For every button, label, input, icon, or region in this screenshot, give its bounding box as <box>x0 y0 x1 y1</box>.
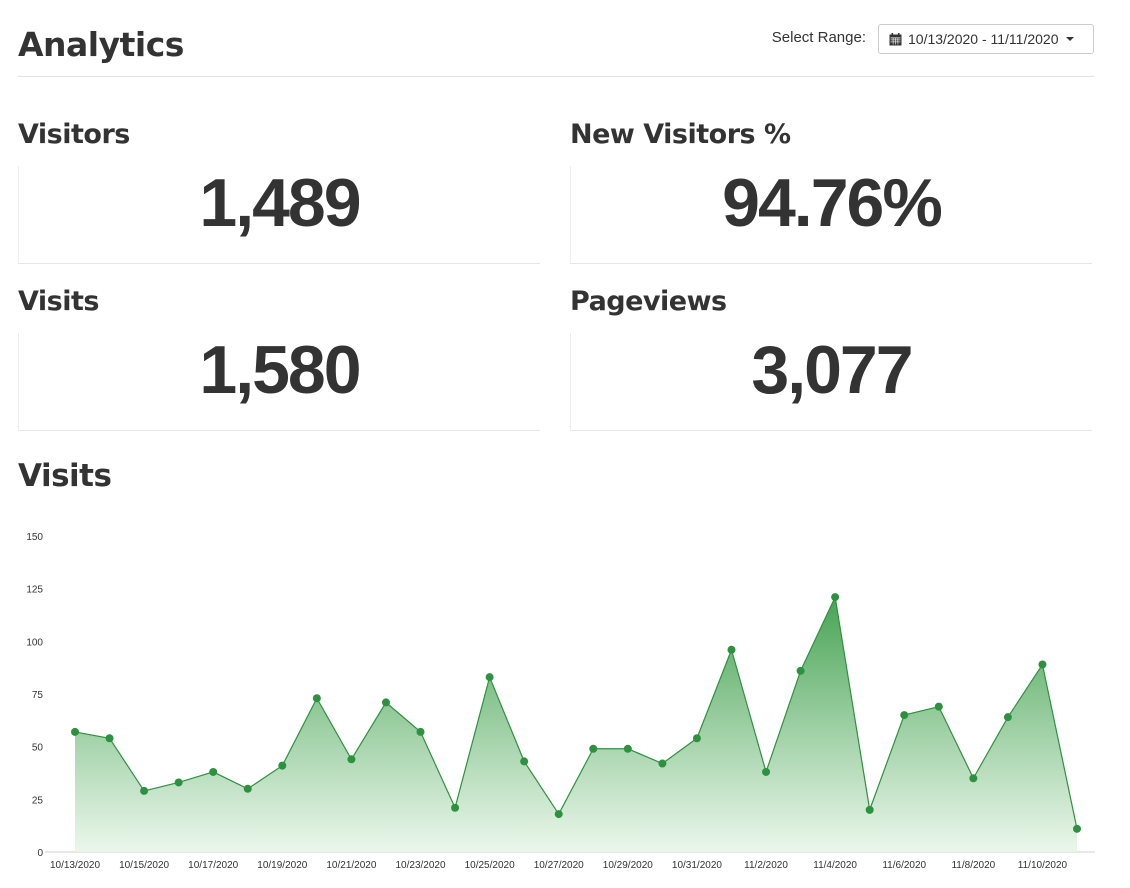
page-title: Analytics <box>18 25 184 64</box>
data-point[interactable] <box>485 673 494 682</box>
y-tick-label: 25 <box>32 795 44 806</box>
x-tick-label: 10/21/2020 <box>326 860 376 871</box>
visits-line <box>74 595 1078 829</box>
x-tick-label: 11/2/2020 <box>744 860 788 871</box>
visitors-stat-box: 1,489 <box>18 166 540 264</box>
new-visitors-value: 94.76% <box>722 165 943 241</box>
data-point[interactable] <box>140 786 149 795</box>
data-point[interactable] <box>174 778 183 787</box>
data-point[interactable] <box>243 784 252 793</box>
data-point[interactable] <box>796 666 805 675</box>
page-header: Analytics Select Range: 10/13/2020 - 11/… <box>18 22 1094 77</box>
y-tick-label: 75 <box>32 690 44 701</box>
chart-title: Visits <box>18 458 112 494</box>
date-range-button[interactable]: 10/13/2020 - 11/11/2020 <box>878 24 1094 54</box>
data-point[interactable] <box>347 755 356 764</box>
pageviews-value: 3,077 <box>751 332 913 408</box>
x-tick-label: 10/19/2020 <box>257 860 307 871</box>
y-tick-label: 150 <box>26 532 43 543</box>
y-tick-label: 125 <box>26 585 43 596</box>
visits-stat-box: 1,580 <box>18 333 540 431</box>
data-point[interactable] <box>209 767 218 776</box>
data-point[interactable] <box>727 645 736 654</box>
x-tick-label: 10/25/2020 <box>465 860 515 871</box>
data-point[interactable] <box>692 734 701 743</box>
data-point[interactable] <box>1003 713 1012 722</box>
data-point[interactable] <box>105 734 114 743</box>
data-point[interactable] <box>900 711 909 720</box>
range-label: Select Range: <box>771 29 866 46</box>
pageviews-label: Pageviews <box>570 286 727 317</box>
data-point[interactable] <box>1038 660 1047 669</box>
y-tick-label: 0 <box>37 848 43 859</box>
visits-label: Visits <box>18 286 99 317</box>
x-tick-label: 11/4/2020 <box>813 860 857 871</box>
data-point[interactable] <box>71 727 79 736</box>
new-visitors-label: New Visitors % <box>570 119 791 150</box>
visitors-value: 1,489 <box>199 165 361 241</box>
date-range-value: 10/13/2020 - 11/11/2020 <box>908 31 1059 47</box>
x-tick-label: 11/6/2020 <box>882 860 926 871</box>
data-point[interactable] <box>831 593 840 602</box>
data-point[interactable] <box>312 694 321 703</box>
x-tick-label: 10/17/2020 <box>188 860 238 871</box>
y-tick-label: 50 <box>32 743 44 754</box>
x-tick-label: 11/10/2020 <box>1018 860 1068 871</box>
x-tick-label: 10/29/2020 <box>603 860 653 871</box>
visits-chart: 0 25 50 75 100 125 150 10/13/2020 10/15/2020 10/… <box>26 532 1095 871</box>
x-tick-label: 10/13/2020 <box>50 860 100 871</box>
data-point[interactable] <box>865 805 874 814</box>
data-point[interactable] <box>451 803 460 812</box>
data-point[interactable] <box>589 744 598 753</box>
x-tick-label: 10/27/2020 <box>534 860 584 871</box>
calendar-icon <box>889 32 902 46</box>
data-point[interactable] <box>554 810 563 819</box>
data-point[interactable] <box>762 767 771 776</box>
data-point[interactable] <box>278 761 287 770</box>
data-point[interactable] <box>1073 824 1081 833</box>
new-visitors-stat-box: 94.76% <box>570 166 1092 264</box>
x-tick-label: 10/15/2020 <box>119 860 169 871</box>
visits-area <box>75 597 1077 852</box>
data-point[interactable] <box>658 759 667 768</box>
x-tick-label: 11/8/2020 <box>951 860 995 871</box>
data-point[interactable] <box>520 757 529 766</box>
data-point[interactable] <box>934 702 943 711</box>
x-tick-label: 10/23/2020 <box>395 860 445 871</box>
visits-value: 1,580 <box>199 332 361 408</box>
data-point[interactable] <box>381 698 390 707</box>
data-point[interactable] <box>416 727 425 736</box>
data-point[interactable] <box>623 744 632 753</box>
x-tick-label: 10/31/2020 <box>672 860 722 871</box>
pageviews-stat-box: 3,077 <box>570 333 1092 431</box>
data-point[interactable] <box>969 774 978 783</box>
y-tick-label: 100 <box>26 637 43 648</box>
visitors-label: Visitors <box>18 119 130 150</box>
chevron-down-icon <box>1065 37 1074 41</box>
